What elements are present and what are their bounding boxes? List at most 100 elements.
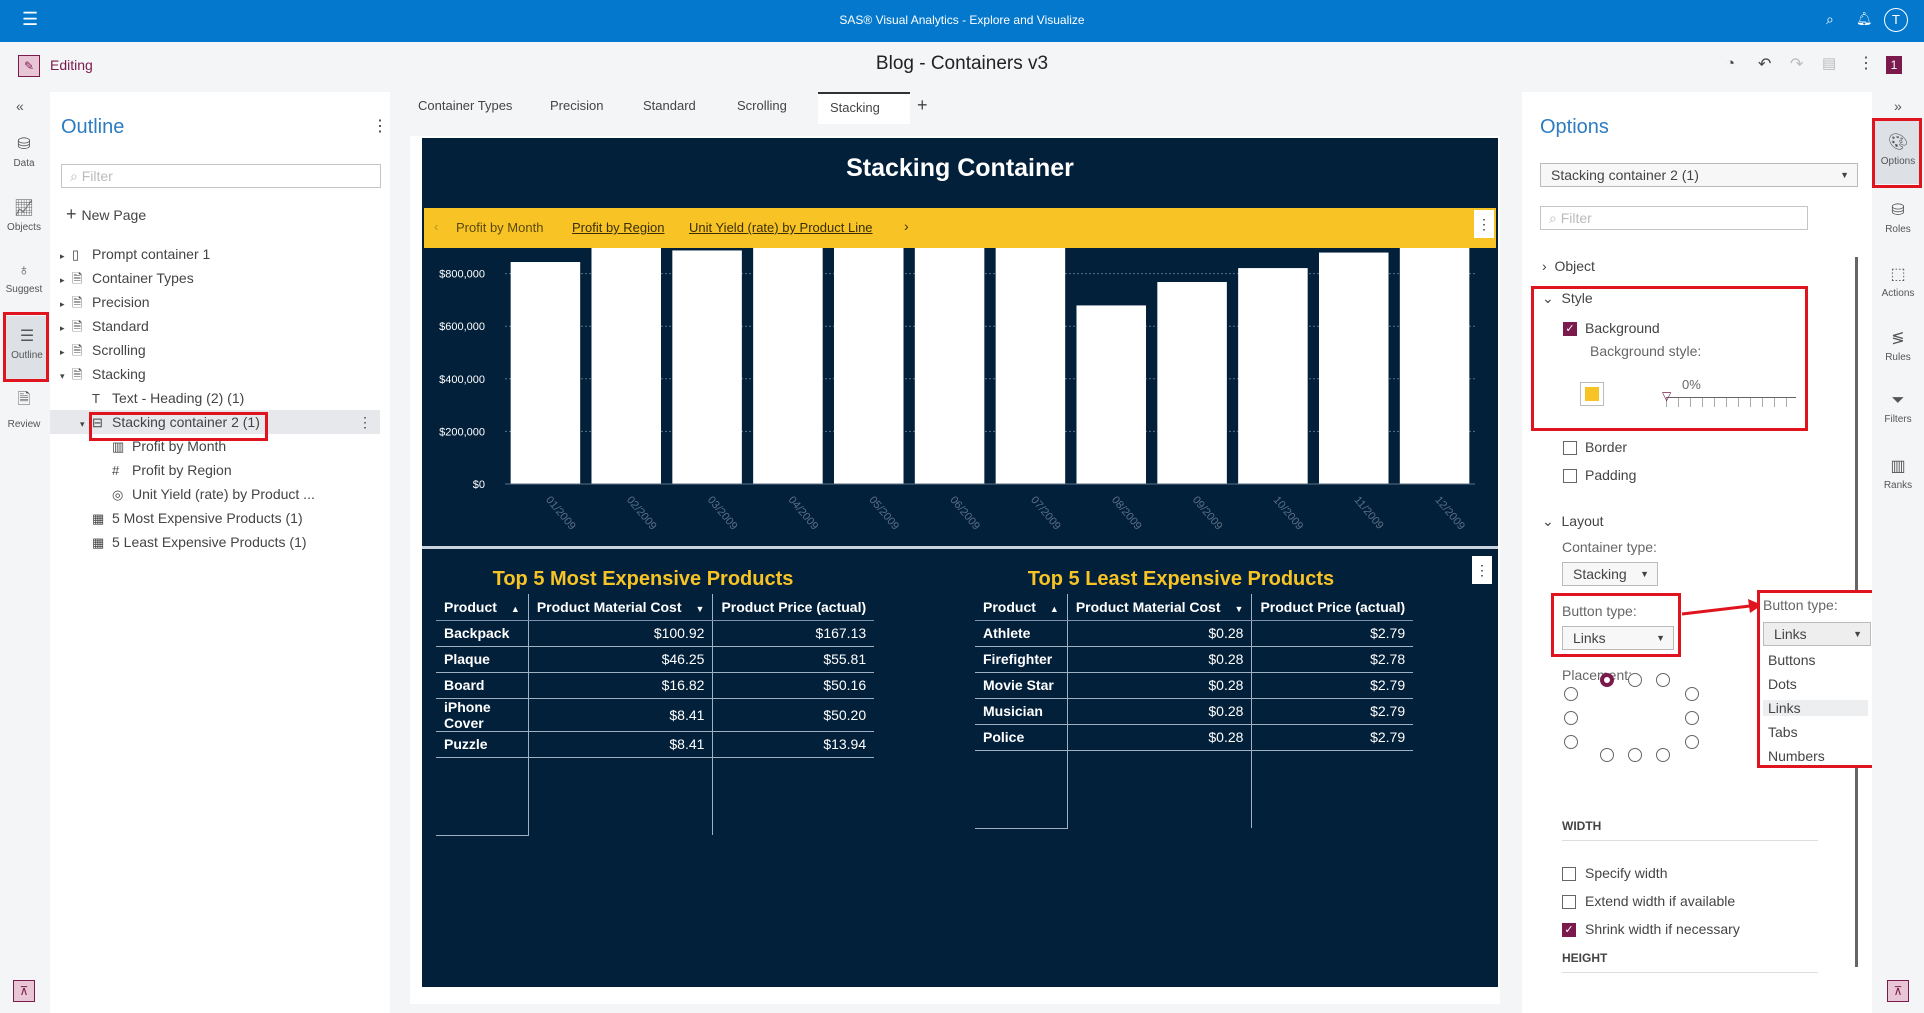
rail-filters[interactable]: ⏷ Filters: [1875, 392, 1921, 425]
column-header[interactable]: Product ▲: [436, 594, 529, 621]
bar-12/2009[interactable]: [1399, 248, 1470, 484]
rail-options[interactable]: 🎨︎ Options: [1875, 120, 1921, 184]
column-header[interactable]: Product Price (actual): [712, 594, 875, 621]
item-menu-icon[interactable]: ⋮: [358, 414, 372, 430]
dropdown-option-tabs[interactable]: Tabs: [1768, 724, 1798, 740]
object-select[interactable]: Stacking container 2 (1) ▼: [1540, 163, 1858, 187]
bar-04/2009[interactable]: [753, 248, 823, 484]
section-style[interactable]: ⌄ Style: [1542, 290, 1593, 306]
placement-radio[interactable]: [1564, 687, 1578, 701]
table-row[interactable]: Puzzle $8.41 $13.94: [436, 730, 875, 758]
sort-ascending-icon[interactable]: ▲: [1049, 603, 1059, 614]
bar-02/2009[interactable]: [591, 248, 662, 484]
object-menu-icon[interactable]: ⋮: [1472, 556, 1492, 584]
expand-toggle-icon[interactable]: ▸: [60, 323, 65, 333]
placement-radio[interactable]: [1685, 711, 1699, 725]
placement-radio[interactable]: [1600, 748, 1614, 762]
table-row[interactable]: iPhone Cover $8.41 $50.20: [436, 697, 875, 732]
expand-toggle-icon[interactable]: ▸: [60, 299, 65, 309]
placement-radio[interactable]: [1656, 748, 1670, 762]
new-page-button[interactable]: + New Page: [66, 204, 146, 225]
save-icon[interactable]: ▤: [1822, 55, 1837, 72]
table-row[interactable]: Movie Star $0.28 $2.79: [975, 671, 1414, 699]
pin-icon[interactable]: ⊼: [13, 980, 35, 1002]
redo-icon[interactable]: ↷: [1790, 56, 1804, 73]
collapse-left-icon[interactable]: «: [16, 98, 24, 114]
dropdown-option-buttons[interactable]: Buttons: [1768, 652, 1816, 668]
outline-tree-item[interactable]: ◎ Unit Yield (rate) by Product ...: [50, 482, 380, 506]
notification-badge[interactable]: 1: [1886, 56, 1902, 74]
object-menu-icon[interactable]: ⋮: [1474, 210, 1494, 238]
table-row[interactable]: Musician $0.28 $2.79: [975, 697, 1414, 725]
bar-10/2009[interactable]: [1238, 268, 1308, 484]
stack-link-unit-yield[interactable]: Unit Yield (rate) by Product Line: [689, 220, 873, 235]
slider-handle[interactable]: ▽: [1662, 389, 1672, 403]
undo-icon[interactable]: ↶: [1758, 56, 1772, 73]
outline-filter-input[interactable]: ⌕ Filter: [61, 164, 381, 188]
splitter[interactable]: [422, 546, 1498, 549]
placement-radio[interactable]: [1564, 711, 1578, 725]
placement-radio[interactable]: [1564, 735, 1578, 749]
container-type-select[interactable]: Stacking ▼: [1562, 562, 1658, 586]
column-header[interactable]: Product ▲: [975, 594, 1068, 621]
outline-tree-item[interactable]: # Profit by Region: [50, 458, 380, 482]
outline-tree-item[interactable]: ▸ 🗎 Scrolling: [50, 338, 380, 362]
avatar[interactable]: T: [1884, 8, 1908, 32]
outline-menu-icon[interactable]: ⋮: [372, 118, 388, 135]
dropdown-option-dots[interactable]: Dots: [1768, 676, 1797, 692]
bar-05/2009[interactable]: [833, 248, 904, 484]
placement-radio[interactable]: [1628, 748, 1642, 762]
table-row[interactable]: Athlete $0.28 $2.79: [975, 619, 1414, 647]
outline-tree-item[interactable]: ▥ Profit by Month: [50, 434, 380, 458]
outline-tree-item[interactable]: ▸ ▯ Prompt container 1: [50, 242, 380, 266]
background-color-swatch[interactable]: [1580, 382, 1604, 406]
hamburger-menu-icon[interactable]: ☰: [22, 9, 39, 29]
rail-roles[interactable]: ⛁ Roles: [1875, 200, 1921, 235]
stack-link-profit-by-region[interactable]: Profit by Region: [572, 220, 665, 235]
background-checkbox[interactable]: ✓: [1563, 322, 1577, 336]
data-refresh-icon[interactable]: ◔: [1726, 55, 1736, 72]
rail-rules[interactable]: ≶ Rules: [1875, 328, 1921, 363]
section-layout[interactable]: ⌄ Layout: [1542, 513, 1604, 529]
bar-08/2009[interactable]: [1076, 305, 1147, 484]
dropdown-option-numbers[interactable]: Numbers: [1768, 748, 1825, 764]
placement-radio[interactable]: [1685, 687, 1699, 701]
outline-tree-item[interactable]: T Text - Heading (2) (1): [50, 386, 380, 410]
outline-tree-item[interactable]: ▦ 5 Most Expensive Products (1): [50, 506, 380, 530]
transparency-slider[interactable]: [1666, 397, 1796, 407]
search-icon[interactable]: ⌕: [1826, 11, 1834, 27]
options-filter-input[interactable]: ⌕ Filter: [1540, 206, 1808, 230]
shrink-width-checkbox[interactable]: ✓: [1562, 923, 1576, 937]
rail-actions[interactable]: ⬚ Actions: [1875, 264, 1921, 299]
tab-stacking[interactable]: Stacking: [818, 92, 910, 124]
bar-03/2009[interactable]: [672, 250, 742, 484]
padding-checkbox[interactable]: [1563, 469, 1577, 483]
placement-radio[interactable]: [1656, 673, 1670, 687]
rail-data[interactable]: ⛁ Data: [1, 134, 47, 169]
sort-descending-icon[interactable]: ▼: [695, 603, 705, 614]
bell-icon[interactable]: 🔔︎: [1856, 11, 1873, 26]
expand-toggle-icon[interactable]: ▸: [60, 251, 65, 261]
rail-objects[interactable]: 📈︎ Objects: [1, 198, 47, 233]
outline-tree-item[interactable]: ▸ 🗎 Container Types: [50, 266, 380, 290]
expand-toggle-icon[interactable]: ▾: [60, 371, 65, 381]
table-row[interactable]: Police $0.28 $2.79: [975, 723, 1414, 751]
bar-06/2009[interactable]: [914, 248, 985, 484]
column-header[interactable]: Product Material Cost ▼: [527, 594, 713, 621]
table-row[interactable]: Firefighter $0.28 $2.78: [975, 645, 1414, 673]
sort-descending-icon[interactable]: ▼: [1234, 603, 1244, 614]
table-row[interactable]: Backpack $100.92 $167.13: [436, 619, 875, 647]
add-page-icon[interactable]: +: [917, 95, 928, 115]
tab-standard[interactable]: Standard: [643, 98, 696, 113]
border-checkbox[interactable]: [1563, 441, 1577, 455]
tab-precision[interactable]: Precision: [550, 98, 604, 113]
pin-icon[interactable]: ⊼: [1887, 980, 1909, 1002]
stack-link-profit-by-month[interactable]: Profit by Month: [456, 220, 544, 235]
expand-toggle-icon[interactable]: ▸: [60, 275, 65, 285]
extend-width-checkbox[interactable]: [1562, 895, 1576, 909]
pencil-icon[interactable]: ✎: [18, 55, 40, 77]
outline-tree-item[interactable]: ▸ 🗎 Standard: [50, 314, 380, 338]
placement-radio[interactable]: [1628, 673, 1642, 687]
section-object[interactable]: › Object: [1542, 258, 1595, 274]
expand-toggle-icon[interactable]: ▾: [80, 419, 85, 429]
